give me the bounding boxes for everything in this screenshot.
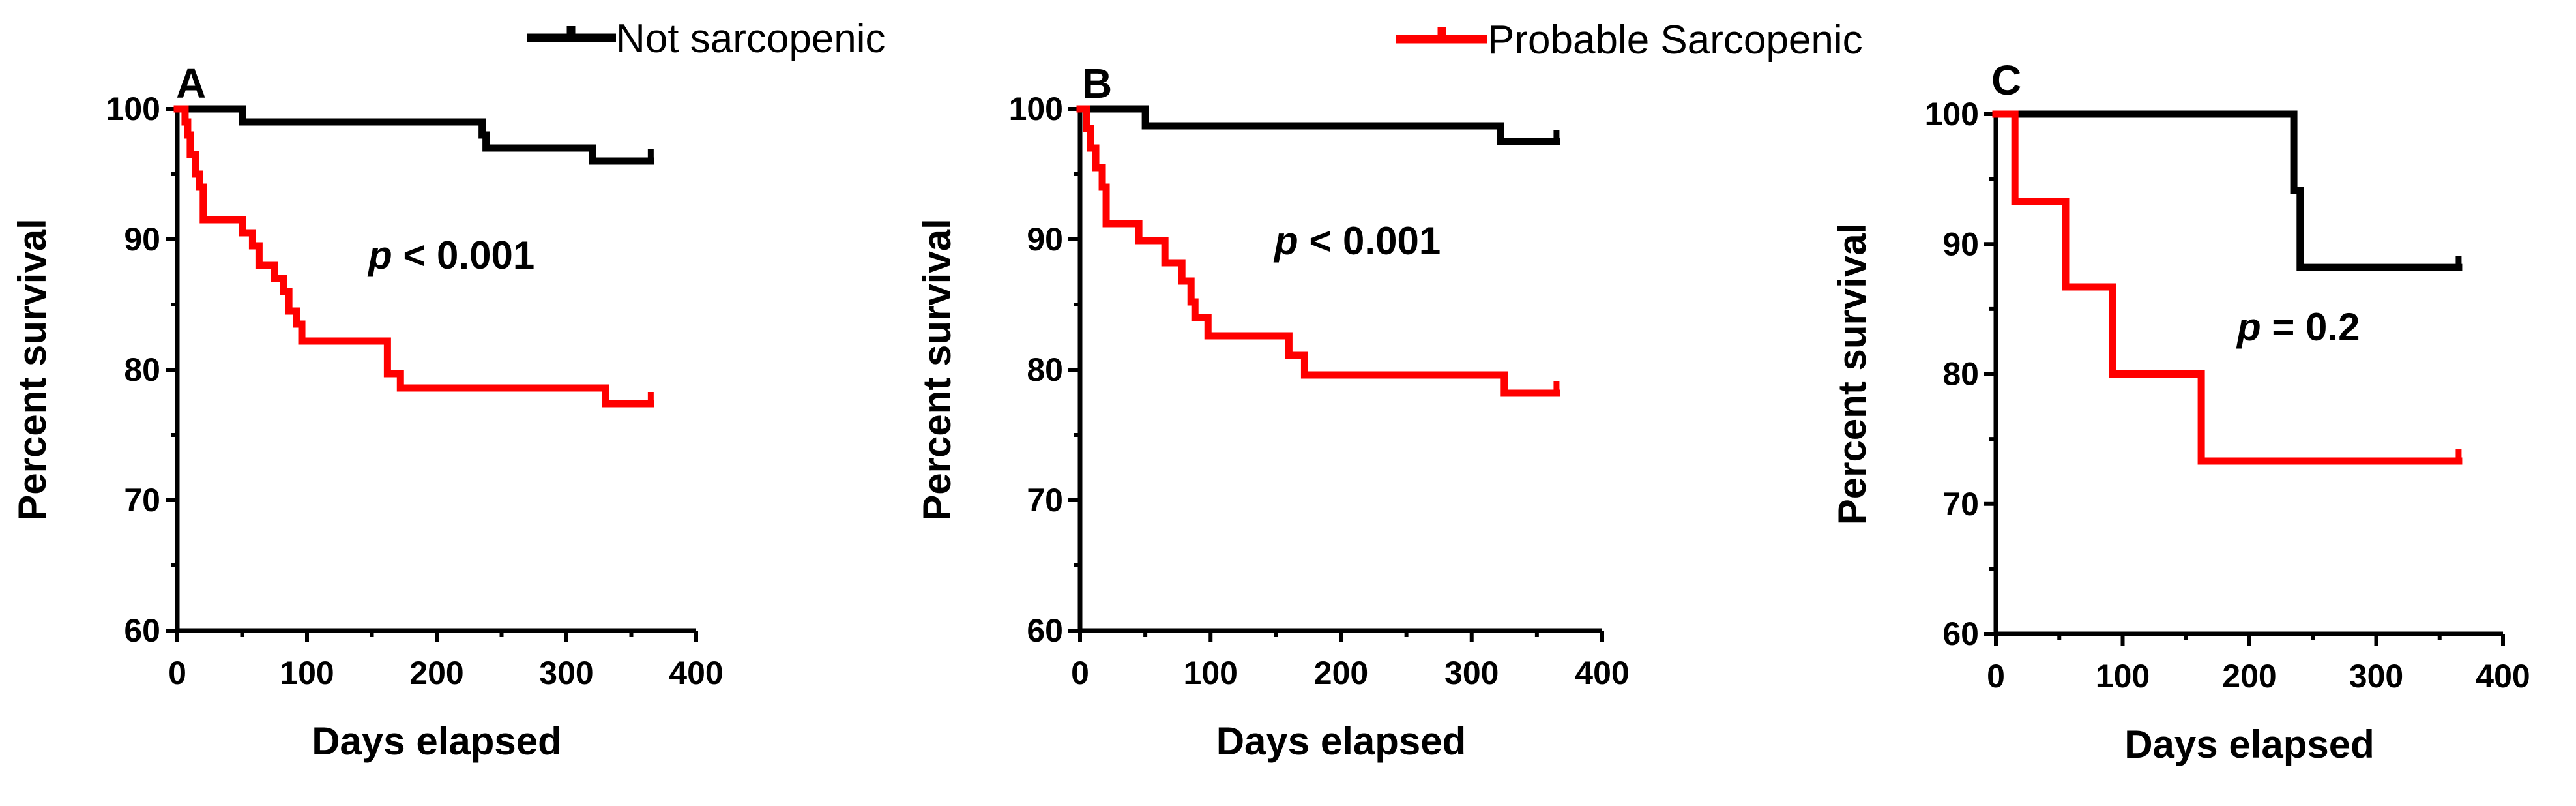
y-tick-label-b: 100	[1009, 91, 1063, 127]
survival-curve-probable-sarcopenic-b	[1076, 105, 1560, 397]
y-axis-label-c: Percent survival	[1830, 223, 1874, 526]
x-tick-label-b: 100	[1184, 655, 1238, 691]
x-axis-label-a: Days elapsed	[312, 719, 562, 763]
y-tick-label-b: 90	[1027, 221, 1063, 258]
x-tick-label-a: 400	[669, 655, 723, 691]
x-tick-label-a: 200	[409, 655, 463, 691]
legend-item-probable-sarcopenic: Probable Sarcopenic	[1396, 18, 1863, 63]
x-tick-label-b: 400	[1575, 655, 1629, 691]
chart-panel-a: 60 70 80 90 100 0 100 200 300 400 Days elapsed Perc…	[10, 60, 724, 763]
legend-item-not-sarcopenic: Not sarcopenic	[527, 16, 886, 61]
p-value-symbol: p	[1273, 219, 1298, 263]
panel-letter-a: A	[176, 60, 206, 107]
p-value-symbol: p	[367, 233, 392, 277]
p-value-text: = 0.2	[2261, 305, 2360, 349]
y-axis-label-b: Percent survival	[915, 218, 959, 521]
survival-curve-probable-sarcopenic-c	[1992, 110, 2463, 465]
chart-panel-c: 60 70 80 90 100 0 100 200 300 400 Days elapsed Perc…	[1830, 57, 2530, 766]
p-value-annotation-c: p = 0.2	[2236, 305, 2360, 349]
p-value-text: < 0.001	[392, 233, 535, 277]
x-tick-label-c: 200	[2222, 658, 2276, 694]
legend-label-probable-sarcopenic: Probable Sarcopenic	[1487, 18, 1863, 63]
x-axis-label-c: Days elapsed	[2124, 723, 2375, 766]
x-tick-label-b: 300	[1444, 655, 1499, 691]
y-tick-label-a: 70	[124, 482, 160, 518]
x-tick-label-c: 300	[2349, 658, 2403, 694]
y-tick-label-c: 80	[1942, 356, 1979, 393]
x-tick-label-b: 0	[1071, 655, 1089, 691]
survival-curve-not-sarcopenic-b	[1076, 105, 1560, 145]
y-tick-label-c: 70	[1942, 486, 1979, 522]
y-tick-label-a: 60	[124, 612, 160, 649]
panel-letter-b: B	[1082, 60, 1112, 107]
x-tick-label-c: 0	[1987, 658, 2005, 694]
x-tick-label-a: 0	[168, 655, 186, 691]
p-value-text: < 0.001	[1298, 219, 1441, 263]
legend-label-not-sarcopenic: Not sarcopenic	[616, 16, 886, 61]
y-tick-label-c: 90	[1942, 226, 1979, 262]
y-tick-label-a: 100	[106, 91, 160, 127]
y-tick-label-c: 60	[1942, 616, 1979, 652]
y-tick-label-b: 60	[1027, 612, 1063, 649]
p-value-annotation-a: p < 0.001	[367, 233, 534, 277]
x-tick-label-a: 100	[280, 655, 334, 691]
panel-letter-c: C	[1991, 57, 2021, 104]
survival-curve-probable-sarcopenic-a	[173, 105, 654, 408]
y-tick-label-a: 80	[124, 351, 160, 388]
y-axis-label-a: Percent survival	[10, 218, 54, 521]
legend: Not sarcopenic Probable Sarcopenic	[527, 16, 1863, 63]
y-tick-label-b: 70	[1027, 482, 1063, 518]
x-tick-label-c: 100	[2096, 658, 2150, 694]
x-tick-label-c: 400	[2476, 658, 2530, 694]
x-tick-label-a: 300	[539, 655, 593, 691]
survival-curve-not-sarcopenic-c	[1992, 110, 2463, 271]
chart-panel-b: 60 70 80 90 100 0 100 200 300 400 Days elapsed Perc…	[915, 60, 1630, 763]
p-value-annotation-b: p < 0.001	[1273, 219, 1441, 263]
survival-curve-not-sarcopenic-a	[173, 105, 654, 165]
x-axis-label-b: Days elapsed	[1216, 719, 1467, 763]
y-tick-label-c: 100	[1925, 96, 1979, 132]
y-tick-label-b: 80	[1027, 351, 1063, 388]
y-tick-label-a: 90	[124, 221, 160, 258]
x-tick-label-b: 200	[1314, 655, 1368, 691]
p-value-symbol: p	[2236, 305, 2261, 349]
